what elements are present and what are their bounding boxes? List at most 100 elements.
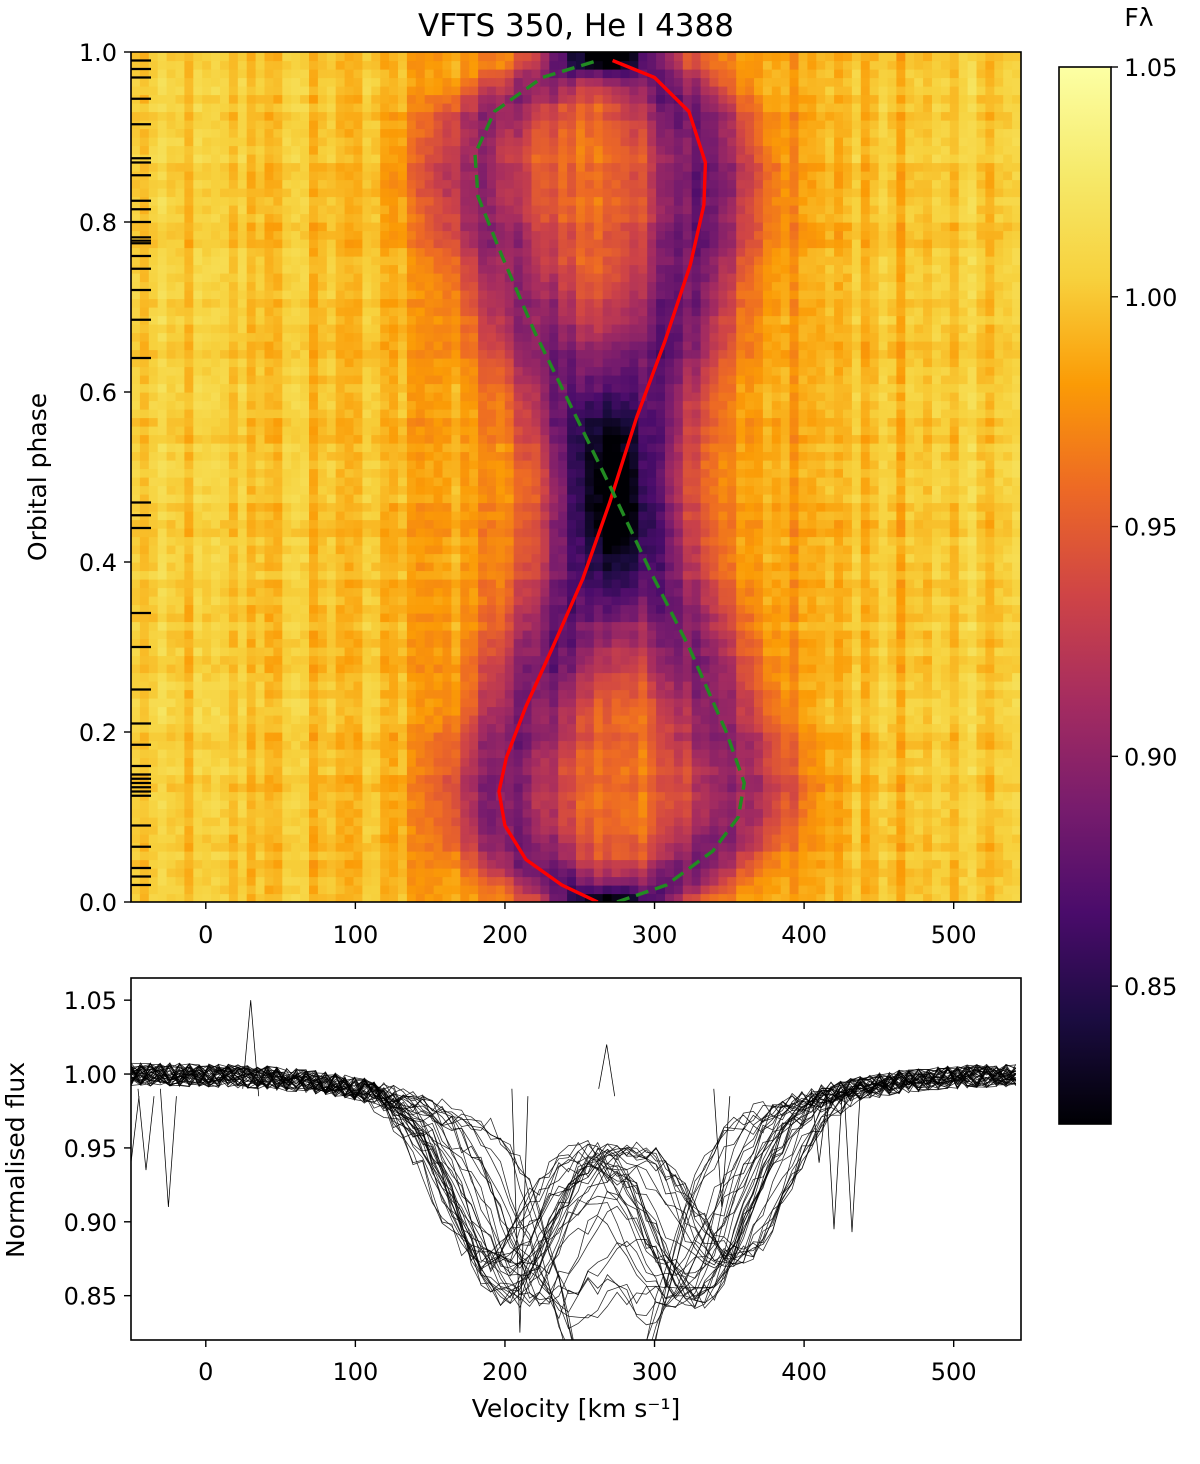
heatmap-cell	[976, 528, 986, 538]
heatmap-cell	[825, 791, 835, 801]
heatmap-cell	[424, 885, 435, 895]
heatmap-cell	[139, 868, 150, 878]
heatmap-cell	[175, 757, 185, 767]
heatmap-cell	[932, 477, 942, 487]
heatmap-cell	[780, 562, 791, 572]
heatmap-cell	[522, 511, 533, 521]
heatmap-cell	[273, 485, 283, 495]
heatmap-cell	[611, 655, 622, 665]
heatmap-cell	[264, 740, 274, 750]
heatmap-cell	[771, 715, 782, 725]
heatmap-cell	[228, 808, 239, 818]
heatmap-cell	[905, 868, 915, 878]
heatmap-cell	[691, 664, 702, 674]
heatmap-cell	[495, 655, 506, 665]
heatmap-cell	[513, 800, 524, 810]
heatmap-cell	[273, 681, 283, 691]
heatmap-cell	[451, 528, 461, 538]
heatmap-cell	[540, 817, 550, 827]
heatmap-cell	[576, 664, 586, 674]
heatmap-cell	[255, 647, 266, 657]
heatmap-cell	[442, 698, 452, 708]
heatmap-cell	[495, 502, 506, 512]
heatmap-cell	[1012, 664, 1021, 674]
heatmap-cell	[202, 519, 212, 529]
heatmap-cell	[531, 825, 541, 835]
heatmap-cell	[620, 825, 630, 835]
heatmap-cell	[371, 519, 381, 529]
heatmap-cell	[638, 630, 648, 640]
heatmap-cell	[700, 638, 711, 648]
heatmap-cell	[567, 485, 577, 495]
heatmap-cell	[371, 723, 381, 733]
heatmap-cell	[771, 723, 782, 733]
heatmap-cell	[638, 706, 648, 716]
heatmap-cell	[175, 766, 185, 776]
heatmap-cell	[691, 485, 702, 495]
heatmap-cell	[415, 621, 426, 631]
heatmap-cell	[398, 740, 408, 750]
heatmap-cell	[727, 800, 737, 810]
heatmap-cell	[433, 706, 444, 716]
heatmap-cell	[860, 604, 871, 614]
heatmap-cell	[727, 638, 737, 648]
heatmap-cell	[228, 511, 239, 521]
heatmap-cell	[246, 868, 257, 878]
heatmap-cell	[949, 681, 960, 691]
heatmap-cell	[656, 791, 666, 801]
heatmap-cell	[825, 834, 835, 844]
heatmap-cell	[175, 783, 185, 793]
heatmap-cell	[700, 647, 711, 657]
heatmap-cell	[139, 757, 150, 767]
heatmap-cell	[807, 834, 817, 844]
heatmap-cell	[754, 783, 764, 793]
heatmap-cell	[362, 808, 372, 818]
heatmap-cell	[424, 783, 435, 793]
heatmap-cell	[869, 791, 880, 801]
heatmap-cell	[647, 740, 657, 750]
heatmap-cell	[807, 655, 817, 665]
heatmap-cell	[967, 689, 978, 699]
heatmap-cell	[940, 876, 951, 886]
heatmap-cell	[629, 774, 639, 784]
heatmap-cell	[905, 791, 915, 801]
heatmap-cell	[914, 477, 924, 487]
heatmap-cell	[362, 876, 372, 886]
heatmap-cell	[887, 655, 897, 665]
heatmap-cell	[593, 553, 604, 563]
heatmap-cell	[843, 740, 853, 750]
heatmap-cell	[228, 757, 239, 767]
heatmap-cell	[878, 868, 889, 878]
heatmap-cell	[175, 732, 185, 742]
heatmap-cell	[380, 553, 390, 563]
heatmap-cell	[487, 842, 497, 852]
heatmap-cell	[131, 817, 141, 827]
heatmap-cell	[754, 613, 764, 623]
heatmap-cell	[745, 715, 755, 725]
heatmap-cell	[896, 851, 906, 861]
heatmap-cell	[166, 817, 177, 827]
heatmap-cell	[567, 698, 577, 708]
heatmap-cell	[291, 477, 301, 487]
heatmap-cell	[593, 570, 604, 580]
heatmap-cell	[771, 638, 782, 648]
heatmap-cell	[994, 511, 1004, 521]
heatmap-cell	[887, 587, 897, 597]
heatmap-cell	[148, 604, 159, 614]
heatmap-cell	[798, 587, 808, 597]
heatmap-cell	[584, 842, 595, 852]
heatmap-cell	[700, 587, 711, 597]
heatmap-cell	[620, 621, 630, 631]
heatmap-cell	[985, 570, 995, 580]
heatmap-cell	[353, 545, 363, 555]
heatmap-cell	[958, 885, 969, 895]
heatmap-cell	[887, 808, 897, 818]
heatmap-cell	[184, 647, 194, 657]
heatmap-cell	[317, 485, 328, 495]
heatmap-cell	[478, 808, 488, 818]
heatmap-cell	[282, 664, 292, 674]
heatmap-cell	[923, 570, 933, 580]
heatmap-cell	[976, 664, 986, 674]
heatmap-cell	[576, 604, 586, 614]
heatmap-cell	[896, 647, 906, 657]
